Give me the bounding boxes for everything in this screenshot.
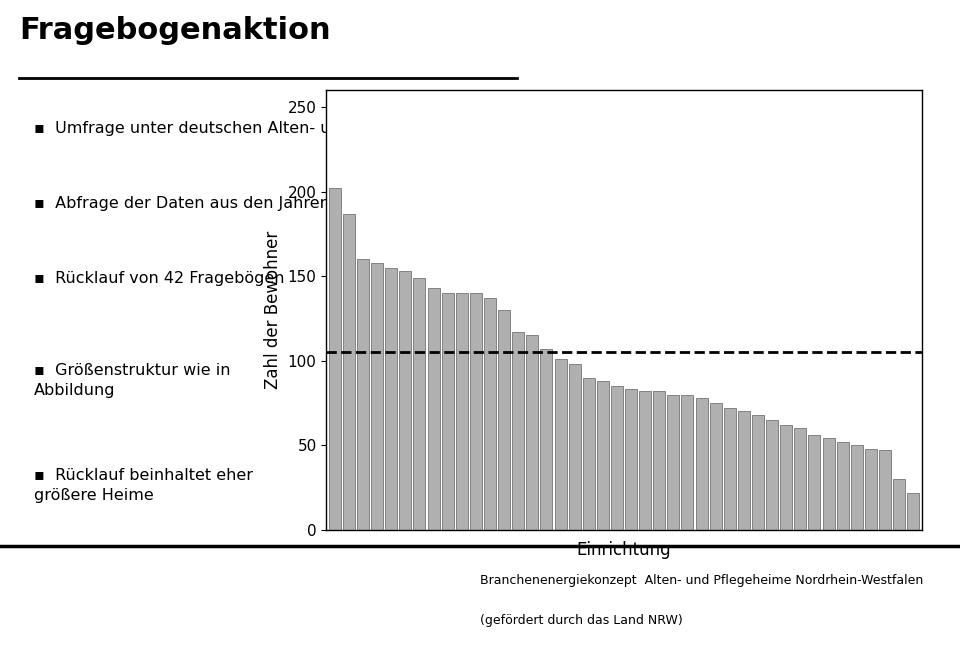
Text: ▪  Rücklauf von 42 Fragebögen: ▪ Rücklauf von 42 Fragebögen [34, 271, 284, 286]
Bar [738, 412, 750, 530]
Bar [823, 439, 834, 530]
Bar [836, 442, 849, 530]
Bar [752, 415, 764, 530]
Bar [329, 189, 341, 530]
Bar [385, 268, 397, 530]
Bar [526, 335, 539, 530]
Text: ▪  Umfrage unter deutschen Alten- und Pflegeheimen: ▪ Umfrage unter deutschen Alten- und Pfl… [34, 121, 466, 136]
Text: Branchenenergiekonzept  Alten- und Pflegeheime Nordrhein-Westfalen: Branchenenergiekonzept Alten- und Pflege… [480, 574, 924, 587]
Bar [484, 298, 496, 530]
Text: ▪  Rücklauf beinhaltet eher
größere Heime: ▪ Rücklauf beinhaltet eher größere Heime [34, 468, 252, 503]
Bar [427, 288, 440, 530]
Bar [724, 408, 735, 530]
Bar [513, 332, 524, 530]
Bar [865, 448, 876, 530]
Bar [808, 435, 821, 530]
Bar [625, 390, 637, 530]
Text: Fragebogenaktion: Fragebogenaktion [19, 16, 331, 45]
Bar [469, 293, 482, 530]
X-axis label: Einrichtung: Einrichtung [577, 541, 671, 559]
Bar [794, 428, 806, 530]
Text: (gefördert durch das Land NRW): (gefördert durch das Land NRW) [480, 614, 683, 627]
Bar [597, 381, 609, 530]
Bar [766, 420, 779, 530]
Bar [399, 271, 412, 530]
Bar [442, 293, 454, 530]
Bar [682, 395, 693, 530]
Bar [667, 395, 680, 530]
Bar [498, 310, 510, 530]
Bar [456, 293, 468, 530]
Y-axis label: Zahl der Bewohner: Zahl der Bewohner [264, 231, 282, 389]
Bar [639, 391, 651, 530]
Bar [414, 278, 425, 530]
Bar [372, 263, 383, 530]
Text: ▪  Abfrage der Daten aus den Jahren 2004 und 2005: ▪ Abfrage der Daten aus den Jahren 2004 … [34, 196, 457, 211]
Text: ▪  Größenstruktur wie in
Abbildung: ▪ Größenstruktur wie in Abbildung [34, 363, 230, 397]
Bar [583, 378, 595, 530]
Bar [357, 260, 369, 530]
Bar [555, 359, 566, 530]
Bar [653, 391, 665, 530]
Bar [611, 386, 623, 530]
Bar [780, 425, 792, 530]
Bar [709, 403, 722, 530]
Bar [568, 364, 581, 530]
Bar [343, 214, 355, 530]
Bar [851, 445, 863, 530]
Bar [907, 492, 919, 530]
Bar [540, 349, 552, 530]
Bar [696, 398, 708, 530]
Bar [893, 479, 905, 530]
Bar [879, 450, 891, 530]
